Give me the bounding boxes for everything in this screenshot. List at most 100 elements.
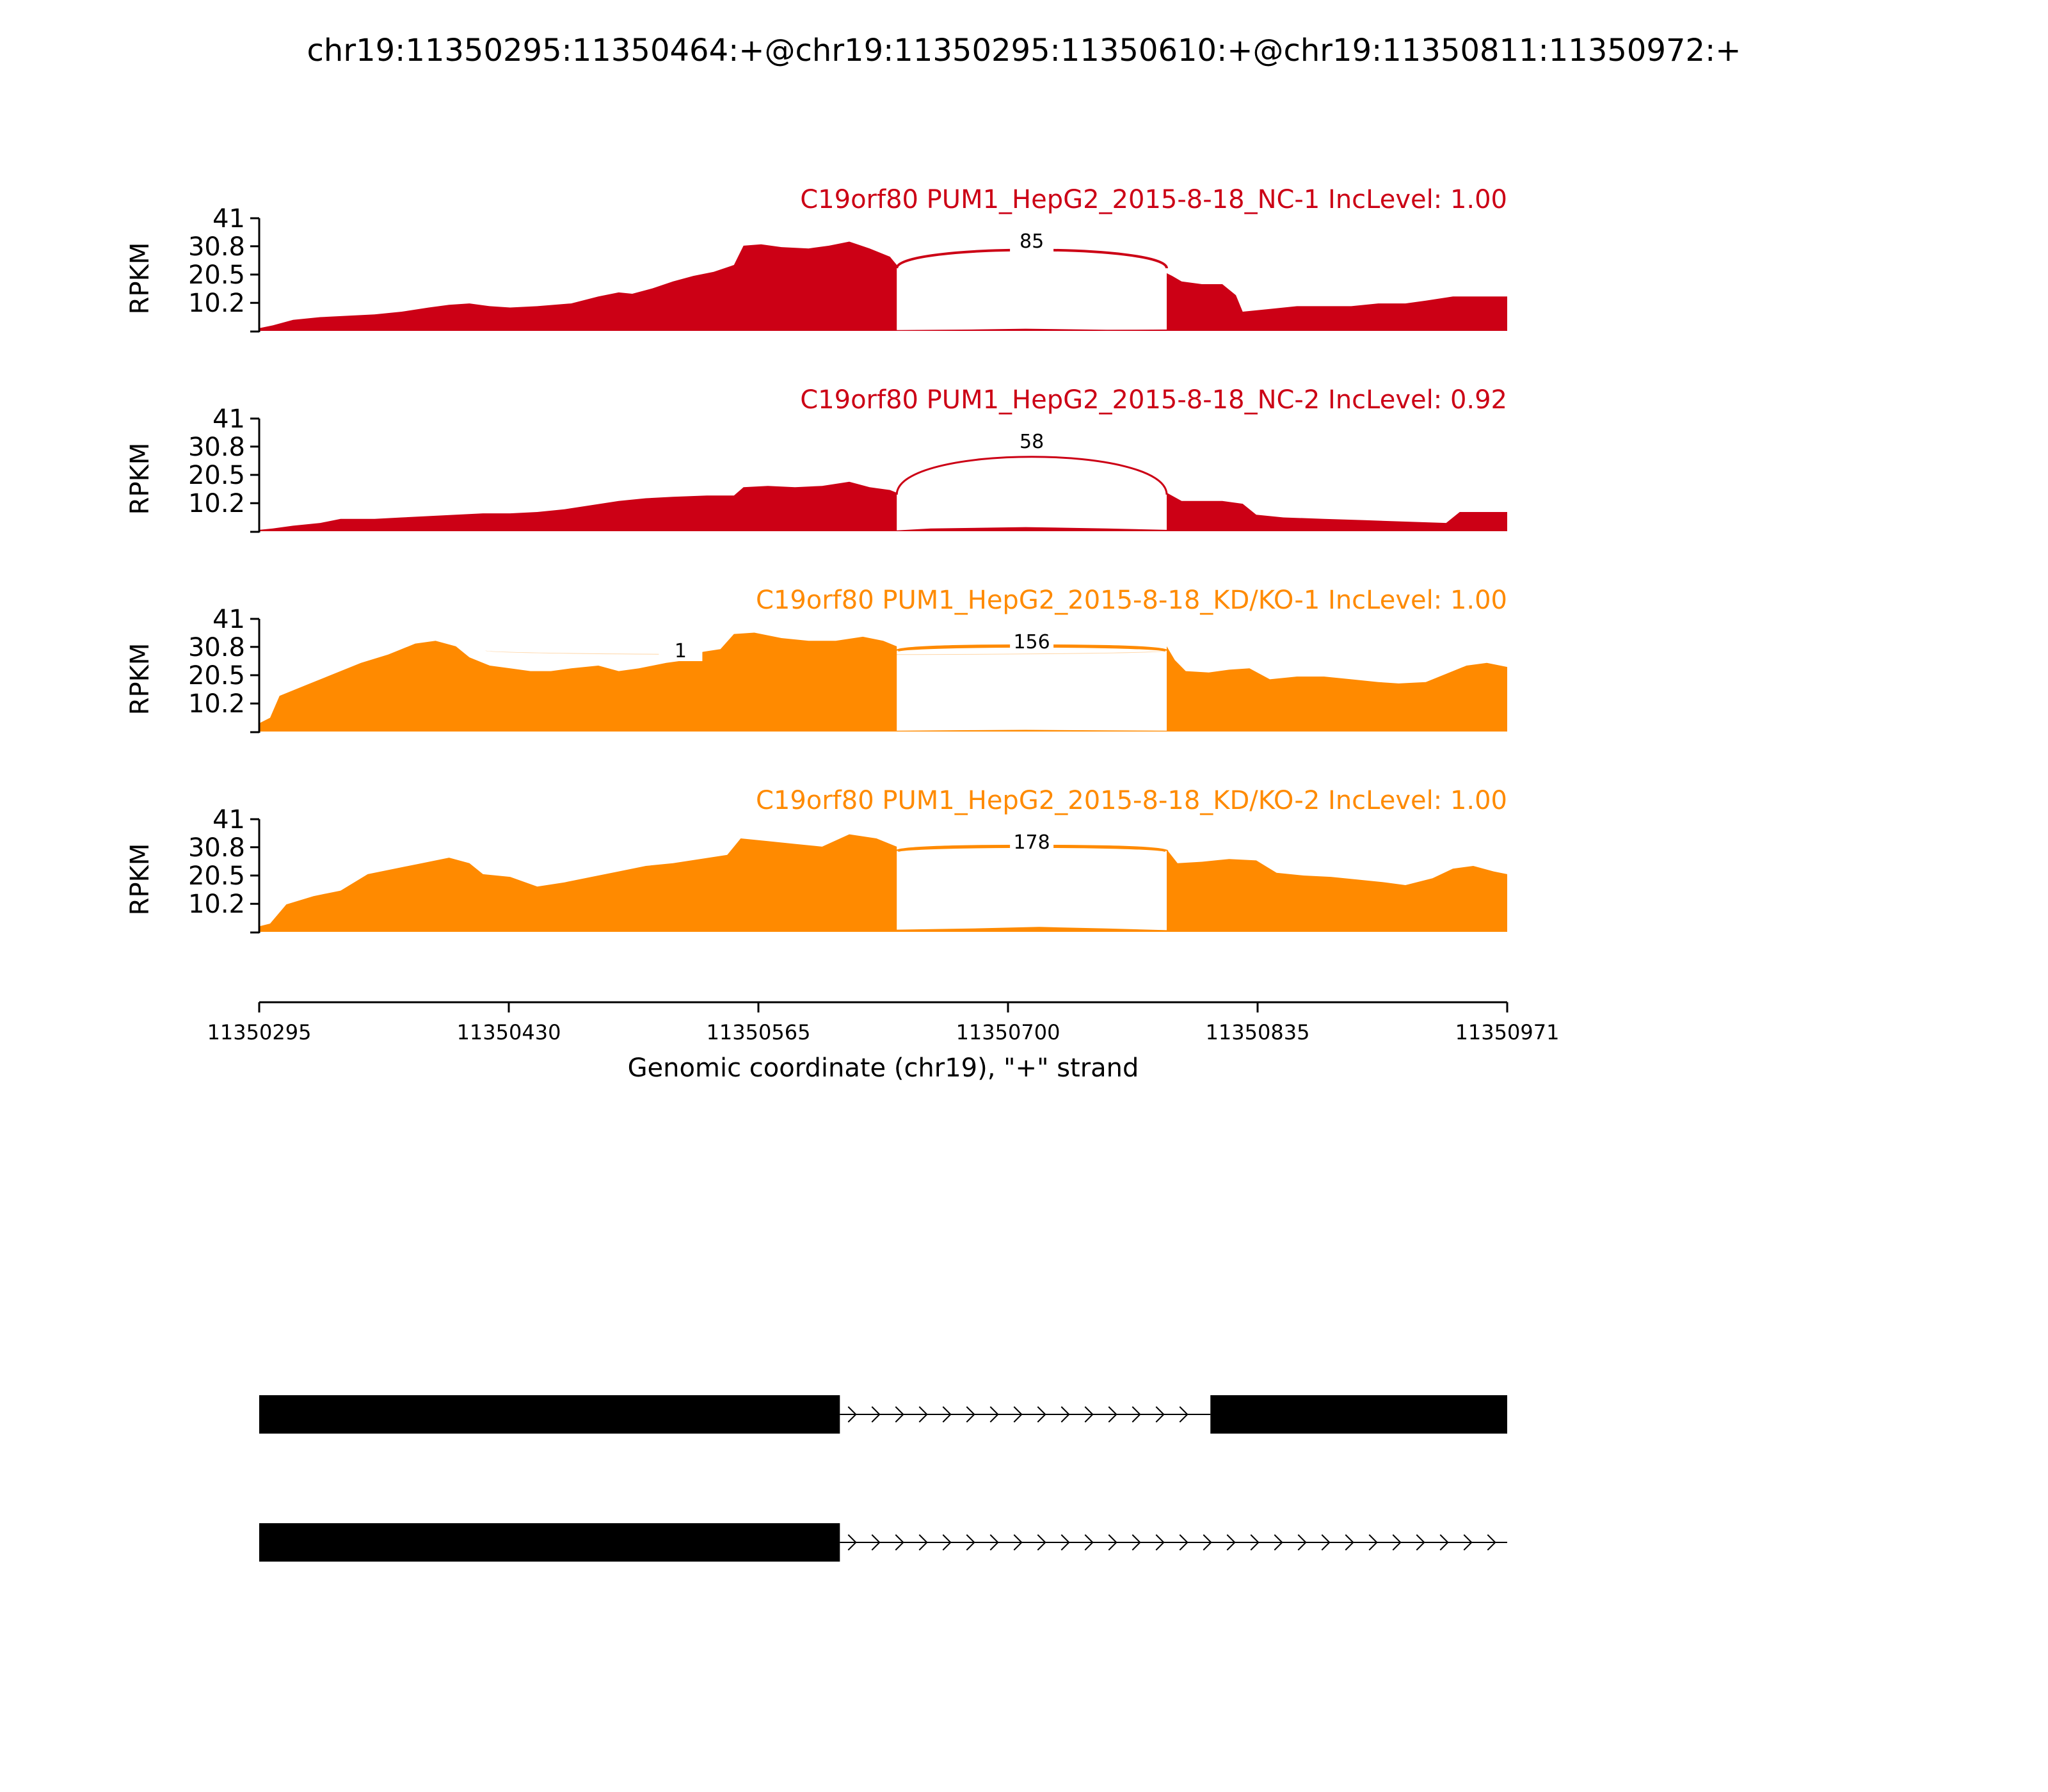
strand-arrow xyxy=(1108,1534,1117,1551)
y-tick-label: 10.2 xyxy=(188,289,245,318)
panel-title: C19orf80 PUM1_HepG2_2015-8-18_NC-1 IncLe… xyxy=(800,185,1507,214)
strand-arrow xyxy=(895,1406,904,1423)
strand-arrow xyxy=(871,1406,881,1423)
y-tick-label: 10.2 xyxy=(188,689,245,719)
strand-arrow xyxy=(1416,1534,1425,1551)
strand-arrow xyxy=(1297,1534,1307,1551)
x-tick-label: 11350700 xyxy=(956,1020,1060,1044)
y-tick-label: 30.8 xyxy=(188,833,245,863)
strand-arrow xyxy=(847,1534,857,1551)
junction-count-label: 1 xyxy=(675,640,687,662)
y-tick-label: 20.5 xyxy=(188,861,245,891)
strand-arrow xyxy=(1037,1406,1046,1423)
junction-label-bg xyxy=(1010,232,1054,252)
coverage-area xyxy=(259,834,1507,932)
y-axis-label: RPKM xyxy=(125,643,155,716)
y-tick-label: 30.8 xyxy=(188,433,245,462)
strand-arrow xyxy=(1060,1406,1070,1423)
coverage-area xyxy=(259,481,1507,531)
y-tick-label: 20.5 xyxy=(188,461,245,490)
junction-count-label: 85 xyxy=(1020,230,1044,253)
strand-arrow xyxy=(1274,1534,1283,1551)
strand-arrow xyxy=(1345,1534,1354,1551)
x-tick-label: 11350565 xyxy=(707,1020,811,1044)
x-tick-label: 11350835 xyxy=(1206,1020,1310,1044)
panel-title: C19orf80 PUM1_HepG2_2015-8-18_KD/KO-2 In… xyxy=(756,786,1507,815)
junction-arc xyxy=(485,650,1167,655)
x-tick-label: 11350295 xyxy=(207,1020,312,1044)
strand-arrow xyxy=(1132,1406,1141,1423)
strand-arrow xyxy=(1321,1534,1331,1551)
strand-arrow xyxy=(1226,1534,1236,1551)
strand-arrow xyxy=(918,1406,928,1423)
junction-label-bg xyxy=(659,642,703,661)
strand-arrow xyxy=(989,1534,999,1551)
strand-arrow xyxy=(966,1406,975,1423)
transcript-2 xyxy=(259,1523,1507,1562)
strand-arrow xyxy=(1155,1406,1165,1423)
strand-arrow xyxy=(1392,1534,1402,1551)
strand-arrow xyxy=(871,1534,881,1551)
x-tick-label: 11350971 xyxy=(1455,1020,1560,1044)
strand-arrow xyxy=(1132,1534,1141,1551)
junction-label-bg xyxy=(1010,633,1054,652)
y-tick-label: 20.5 xyxy=(188,661,245,691)
figure-title: chr19:11350295:11350464:+@chr19:11350295… xyxy=(307,33,1741,68)
y-axis-label: RPKM xyxy=(125,844,155,916)
strand-arrow xyxy=(942,1534,952,1551)
junction-count-label: 58 xyxy=(1020,431,1044,453)
strand-arrow xyxy=(1060,1534,1070,1551)
junction-count-label: 178 xyxy=(1013,831,1050,854)
y-tick-label: 41 xyxy=(212,404,245,434)
strand-arrow xyxy=(1203,1534,1212,1551)
y-tick-label: 10.2 xyxy=(188,489,245,518)
strand-arrow xyxy=(1179,1406,1188,1423)
strand-arrow xyxy=(1487,1534,1496,1551)
x-tick-label: 11350430 xyxy=(457,1020,561,1044)
strand-arrow xyxy=(918,1534,928,1551)
y-tick-label: 30.8 xyxy=(188,232,245,262)
strand-arrow xyxy=(895,1534,904,1551)
junction-label-bg xyxy=(1010,433,1054,452)
transcript-1 xyxy=(259,1395,1507,1434)
strand-arrow xyxy=(942,1406,952,1423)
strand-arrow xyxy=(1155,1534,1165,1551)
coverage-area xyxy=(259,632,1507,732)
panel-title: C19orf80 PUM1_HepG2_2015-8-18_KD/KO-1 In… xyxy=(756,586,1507,615)
strand-arrow xyxy=(1250,1534,1260,1551)
y-tick-label: 41 xyxy=(212,805,245,835)
coverage-area xyxy=(259,241,1507,331)
y-axis-label: RPKM xyxy=(125,443,155,515)
x-axis: 11350295 11350430 11350565 11350700 11350835… xyxy=(207,1001,1560,1083)
y-tick-label: 20.5 xyxy=(188,260,245,290)
junction-label-bg xyxy=(1010,833,1054,852)
strand-arrow xyxy=(1439,1534,1449,1551)
exon-block xyxy=(259,1523,840,1562)
strand-arrow xyxy=(1084,1534,1094,1551)
transcript-models xyxy=(259,1395,1507,1562)
x-axis-label: Genomic coordinate (chr19), "+" strand xyxy=(628,1053,1139,1083)
strand-arrow xyxy=(1084,1406,1094,1423)
strand-arrow xyxy=(847,1406,857,1423)
strand-arrow xyxy=(1368,1534,1378,1551)
strand-arrow xyxy=(1013,1534,1023,1551)
y-tick-label: 41 xyxy=(212,605,245,634)
strand-arrow xyxy=(989,1406,999,1423)
strand-arrow xyxy=(966,1534,975,1551)
y-tick-label: 41 xyxy=(212,204,245,234)
exon-block xyxy=(259,1395,840,1434)
panel-title: C19orf80 PUM1_HepG2_2015-8-18_NC-2 IncLe… xyxy=(800,385,1507,415)
strand-arrow xyxy=(1463,1534,1473,1551)
y-tick-label: 10.2 xyxy=(188,890,245,919)
strand-arrow xyxy=(1179,1534,1188,1551)
strand-arrow xyxy=(1037,1534,1046,1551)
y-axis-label: RPKM xyxy=(125,243,155,315)
junction-arc xyxy=(895,456,1168,495)
strand-arrow xyxy=(1013,1406,1023,1423)
